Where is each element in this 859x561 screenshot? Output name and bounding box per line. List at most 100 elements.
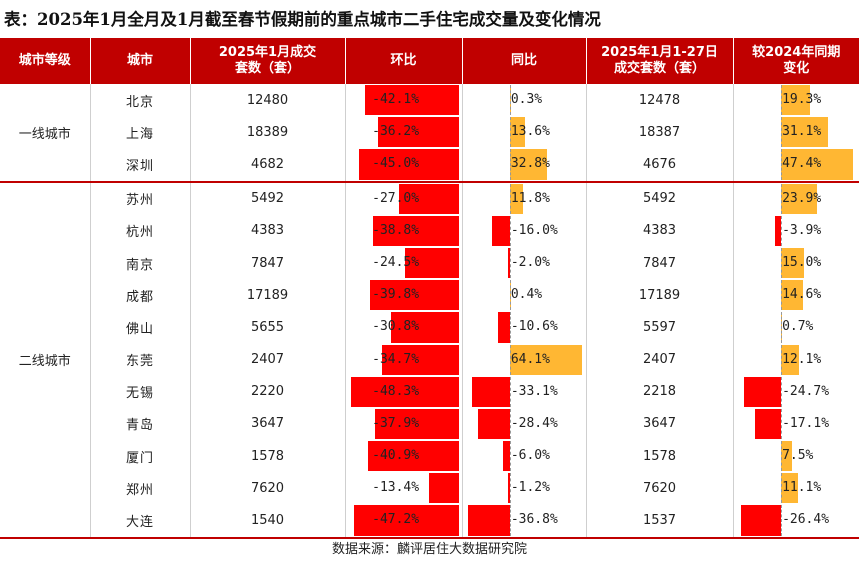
yoy-change: 13.6% <box>462 116 587 149</box>
yoy-change-bar <box>507 247 510 279</box>
jan-deals: 18389 <box>190 116 346 149</box>
table-row: 南京 7847 -24.5% -2.0% 7847 15.0% <box>0 246 859 280</box>
yoy-change: 0.3% <box>462 84 587 117</box>
yoy-change-label: -16.0% <box>510 222 558 238</box>
yoy-change-label: 64.1% <box>510 351 550 367</box>
yoy-change-bar <box>509 149 547 180</box>
city-tier-cell: 二线城市 <box>0 181 91 539</box>
mom-change-bar <box>367 441 460 472</box>
yoy-change-bar <box>509 183 524 214</box>
header-tier: 城市等级 <box>0 38 91 84</box>
yoy-change-label: -2.0% <box>510 254 550 270</box>
vs-2024-change-bar <box>755 408 782 440</box>
mom-change: -40.9% <box>345 440 463 473</box>
jan-deals: 7847 <box>190 246 346 280</box>
yoy-change-bar <box>477 408 510 440</box>
vs-2024-change-label: -26.4% <box>782 512 830 528</box>
mom-change-label: -48.3% <box>372 383 420 399</box>
city-name: 郑州 <box>90 472 191 505</box>
jan-deals: 7620 <box>190 472 346 505</box>
vs-2024-change-label: 7.5% <box>782 448 814 464</box>
city-name: 青岛 <box>90 407 191 441</box>
jan-deals: 2220 <box>190 375 346 408</box>
jan27-deals: 4383 <box>586 214 734 247</box>
yoy-change-bar <box>497 312 510 343</box>
city-name: 佛山 <box>90 311 191 344</box>
yoy-change: 64.1% <box>462 343 587 376</box>
vs-2024-change: 19.3% <box>733 84 859 116</box>
header-jan-deals: 2025年1月成交套数（套） <box>190 38 346 84</box>
header-city: 城市 <box>90 38 191 84</box>
table-row: 郑州 7620 -13.4% -1.2% 7620 11.1% <box>0 472 859 505</box>
mom-change: -27.0% <box>345 181 463 215</box>
mom-change-bar <box>374 408 460 440</box>
mom-change-label: -38.8% <box>372 222 420 238</box>
vs-2024-change-bar <box>781 85 811 116</box>
vs-2024-change-label: 0.7% <box>782 319 814 335</box>
header-yoy-change: 较2024年同期变化 <box>733 38 859 84</box>
jan27-deals: 1578 <box>586 440 734 473</box>
mom-change-bar <box>399 183 460 214</box>
yoy-change: -16.0% <box>462 214 587 247</box>
yoy-change-label: 32.8% <box>510 156 550 172</box>
jan27-deals: 4676 <box>586 148 734 183</box>
yoy-change-label: -36.8% <box>510 512 558 528</box>
table-row: 上海 18389 -36.2% 13.6% 18387 31.1% <box>0 116 859 149</box>
mom-change-bar <box>381 344 460 375</box>
city-name: 厦门 <box>90 440 191 473</box>
vs-2024-change-bar <box>781 183 818 214</box>
mom-change-bar <box>351 376 460 407</box>
vs-2024-change-bar <box>781 344 800 375</box>
table-row: 一线城市 北京 12480 -42.1% 0.3% 12478 19.3% <box>0 84 859 183</box>
mom-change-bar <box>378 117 460 148</box>
city-tier-cell: 一线城市 <box>0 84 91 183</box>
mom-change-label: -45.0% <box>372 156 420 172</box>
vs-2024-change: -26.4% <box>733 504 859 539</box>
header-yoy: 同比 <box>462 38 587 84</box>
yoy-change-label: -6.0% <box>510 448 550 464</box>
yoy-change: 11.8% <box>462 181 587 215</box>
vs-2024-change: 31.1% <box>733 116 859 148</box>
yoy-change: -6.0% <box>462 440 587 473</box>
jan27-deals: 3647 <box>586 407 734 441</box>
jan27-deals: 18387 <box>586 116 734 149</box>
vs-2024-change-bar <box>781 149 854 180</box>
yoy-change-bar <box>503 441 510 472</box>
city-name: 无锡 <box>90 375 191 408</box>
mom-change-bar <box>358 149 460 180</box>
table-row: 无锡 2220 -48.3% -33.1% 2218 -24.7% <box>0 375 859 408</box>
mom-change-label: -42.1% <box>372 92 420 107</box>
vs-2024-change: 7.5% <box>733 440 859 472</box>
vs-2024-change-bar <box>781 117 829 148</box>
header-row: 城市等级 城市 2025年1月成交套数（套） 环比 同比 2025年1月1-27… <box>0 38 859 84</box>
table-title: 表：2025年1月全月及1月截至春节假期前的重点城市二手住宅成交量及变化情况 <box>4 10 601 29</box>
yoy-change-label: 11.8% <box>510 190 550 206</box>
jan27-deals: 12478 <box>586 84 734 117</box>
jan-deals: 1540 <box>190 504 346 539</box>
vs-2024-change: 14.6% <box>733 279 859 311</box>
yoy-change: 32.8% <box>462 148 587 183</box>
yoy-change: -2.0% <box>462 246 587 280</box>
mom-change: -34.7% <box>345 343 463 376</box>
yoy-change-label: 0.4% <box>510 287 543 303</box>
yoy-change: -33.1% <box>462 375 587 408</box>
table-row: 东莞 2407 -34.7% 64.1% 2407 12.1% <box>0 343 859 376</box>
data-source: 数据来源：麟评居住大数据研究院 <box>331 542 527 557</box>
mom-change: -37.9% <box>345 407 463 441</box>
mom-change-label: -36.2% <box>372 124 420 140</box>
jan27-deals: 2218 <box>586 375 734 408</box>
table-row: 大连 1540 -47.2% -36.8% 1537 -26.4% <box>0 504 859 539</box>
yoy-change-bar <box>508 473 510 504</box>
jan-deals: 1578 <box>190 440 346 473</box>
yoy-change-label: -28.4% <box>510 415 558 431</box>
table-row: 厦门 1578 -40.9% -6.0% 1578 7.5% <box>0 440 859 473</box>
vs-2024-change-label: 23.9% <box>782 190 822 206</box>
yoy-change-bar <box>509 344 583 375</box>
mom-change-label: -34.7% <box>372 351 420 367</box>
jan-deals: 3647 <box>190 407 346 441</box>
table-row: 杭州 4383 -38.8% -16.0% 4383 -3.9% <box>0 214 859 247</box>
city-name: 北京 <box>90 84 191 117</box>
table-row: 成都 17189 -39.8% 0.4% 17189 14.6% <box>0 279 859 312</box>
yoy-change-label: 13.6% <box>510 124 550 140</box>
city-name: 深圳 <box>90 148 191 183</box>
